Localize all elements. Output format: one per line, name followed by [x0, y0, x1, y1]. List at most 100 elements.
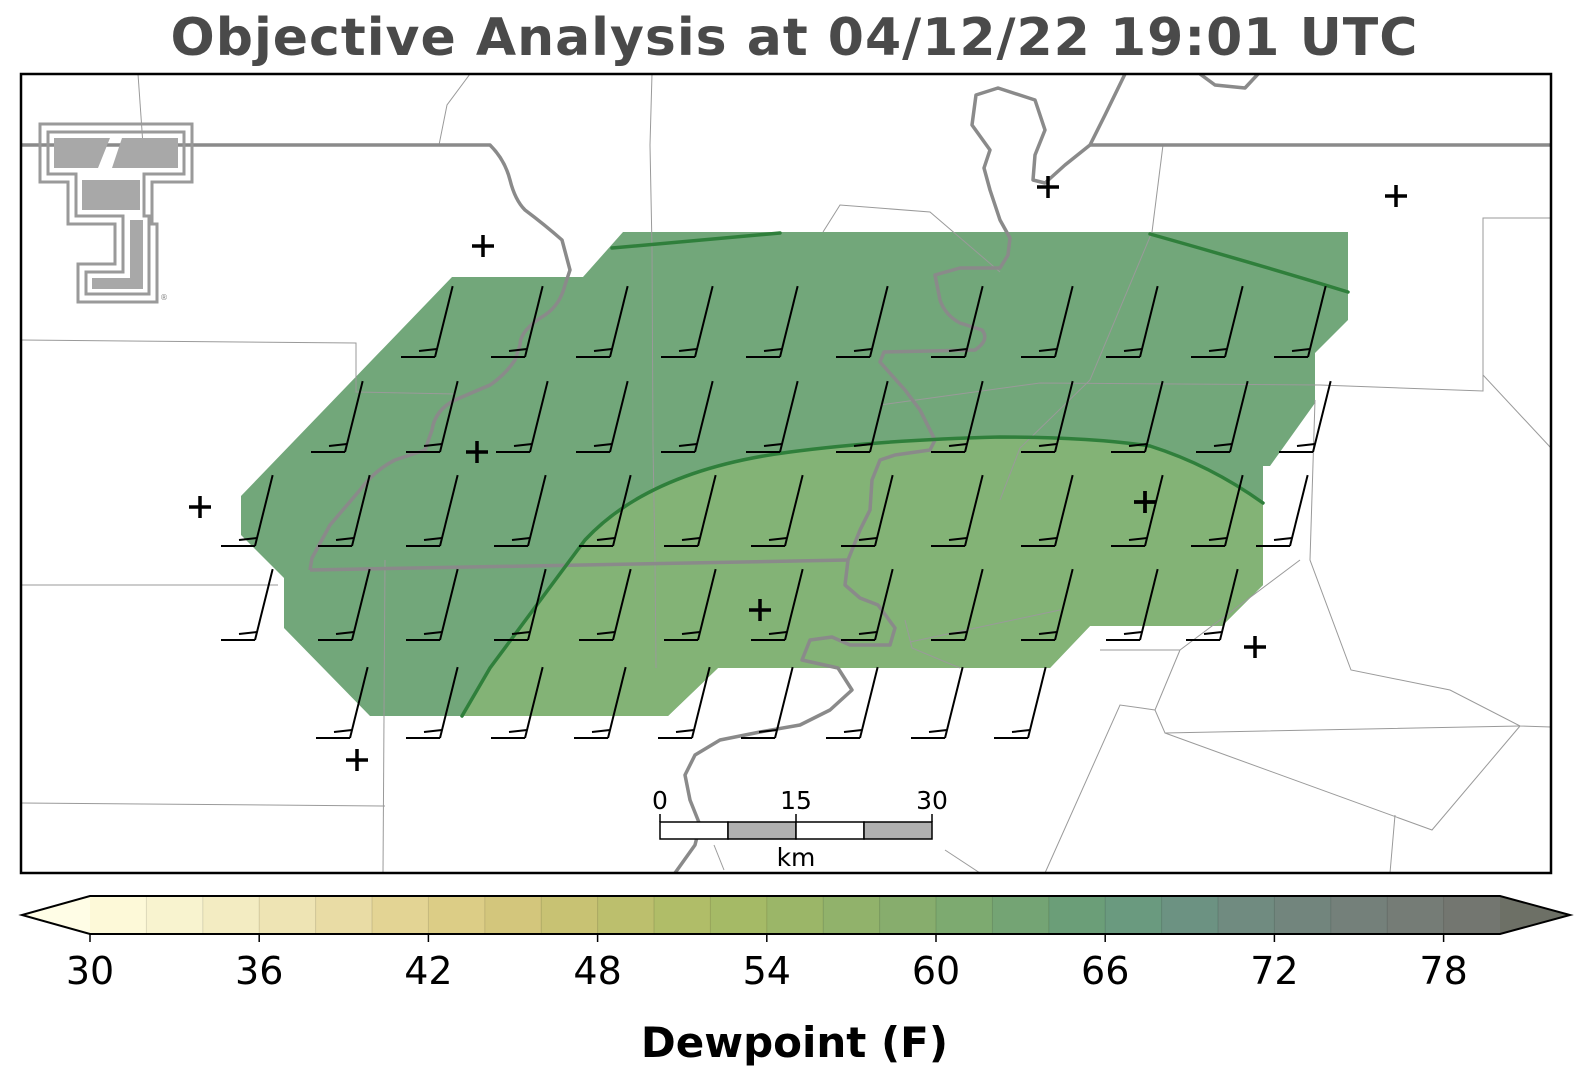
wind-barb	[1144, 380, 1164, 453]
station-marker	[1385, 185, 1407, 207]
wind-barb	[1289, 474, 1309, 547]
wind-barb	[694, 285, 714, 358]
wind-barb	[1219, 568, 1239, 641]
wind-barb	[351, 474, 371, 547]
wind-barb	[869, 285, 889, 358]
wind-barb	[944, 666, 964, 739]
wind-barb	[609, 380, 629, 453]
colorbar-tick-label: 30	[66, 949, 114, 993]
map-frame	[19, 72, 1553, 875]
scalebar-unit: km	[777, 843, 816, 872]
wind-barb	[527, 474, 547, 547]
wind-barb	[784, 568, 804, 641]
wind-barb	[1054, 285, 1074, 358]
wind-barb	[1144, 474, 1164, 547]
wind-barb	[964, 285, 984, 358]
station-marker	[466, 441, 488, 463]
wind-barb	[1054, 568, 1074, 641]
map-frame-content: ® 0 15 30 km	[21, 74, 1551, 873]
contour-upper-left	[610, 231, 782, 250]
wind-barb	[439, 380, 459, 453]
station-marker	[749, 599, 771, 621]
wind-barb	[527, 568, 547, 641]
wind-barb	[874, 568, 894, 641]
station-marker	[1244, 636, 1266, 658]
wind-barb	[859, 666, 879, 739]
colorbar-tick-label: 78	[1419, 949, 1467, 993]
wind-barb	[1229, 380, 1249, 453]
station-marker	[346, 749, 368, 771]
logo-registered-mark: ®	[160, 293, 168, 302]
wind-barb	[779, 285, 799, 358]
station-marker	[1037, 176, 1059, 198]
wind-barb	[612, 568, 632, 641]
colorbar-tick-label: 36	[235, 949, 283, 993]
colorbar	[18, 895, 1574, 935]
colorbar-tick-label: 66	[1081, 949, 1129, 993]
wind-barb	[1224, 285, 1244, 358]
wind-barb	[964, 568, 984, 641]
wind-barb	[784, 474, 804, 547]
wind-barb	[524, 666, 544, 739]
wind-barb	[254, 568, 274, 641]
scalebar-tick-15: 15	[780, 786, 812, 815]
wind-barb	[351, 568, 371, 641]
colorbar-extend-low	[22, 896, 90, 934]
wind-barb	[524, 285, 544, 358]
wind-barb	[349, 666, 369, 739]
wind-barb	[254, 474, 274, 547]
colorbar-tick-label: 60	[912, 949, 960, 993]
wind-barb	[1139, 568, 1159, 641]
wind-barb	[609, 285, 629, 358]
wind-barb	[1027, 666, 1047, 739]
wind-barb	[529, 380, 549, 453]
wind-barb	[1224, 474, 1244, 547]
state-boundaries	[21, 74, 1551, 873]
colorbar-tick-label: 54	[743, 949, 791, 993]
wind-barbs	[221, 285, 1332, 739]
wind-barb	[774, 666, 794, 739]
wind-barb	[694, 380, 714, 453]
station-markers	[189, 176, 1407, 771]
dewpoint-contours	[460, 231, 1350, 718]
wind-barb	[439, 568, 459, 641]
contour-main	[460, 435, 1265, 718]
scalebar-tick-30: 30	[916, 786, 948, 815]
wind-barb	[874, 474, 894, 547]
colorbar-extend-high	[1500, 896, 1570, 934]
wind-barb	[439, 666, 459, 739]
station-marker	[189, 496, 211, 518]
colorbar-tick-label: 72	[1250, 949, 1298, 993]
wind-barb	[697, 568, 717, 641]
colorbar-tick-label: 42	[404, 949, 452, 993]
wind-barb	[964, 380, 984, 453]
wind-barb	[344, 380, 364, 453]
wind-barb	[691, 666, 711, 739]
contour-upper-right	[1148, 232, 1350, 294]
wind-barb	[779, 380, 799, 453]
wind-barb	[1312, 380, 1332, 453]
scale-bar: 0 15 30 km	[652, 786, 948, 872]
scalebar-tick-0: 0	[652, 786, 668, 815]
station-marker	[472, 235, 494, 257]
wind-barb	[697, 474, 717, 547]
wind-barb	[439, 474, 459, 547]
colorbar-tick-label: 48	[573, 949, 621, 993]
wind-barb	[612, 474, 632, 547]
wind-barb	[1307, 285, 1327, 358]
colorbar-ticks: 30 36 42 48 54 60 66 72 78	[66, 934, 1468, 993]
station-marker	[1134, 491, 1156, 513]
colorbar-label: Dewpoint (F)	[640, 1018, 949, 1067]
wind-barb	[964, 474, 984, 547]
county-boundaries	[21, 74, 1551, 873]
wind-barb	[1054, 474, 1074, 547]
texas-tech-logo: ®	[38, 122, 194, 304]
wind-barb	[1139, 285, 1159, 358]
map-title: Objective Analysis at 04/12/22 19:01 UTC	[170, 8, 1419, 68]
drier-region	[462, 437, 1263, 716]
wind-barb	[869, 380, 889, 453]
wind-barb	[434, 285, 454, 358]
wind-barb	[1054, 380, 1074, 453]
wind-barb	[607, 666, 627, 739]
